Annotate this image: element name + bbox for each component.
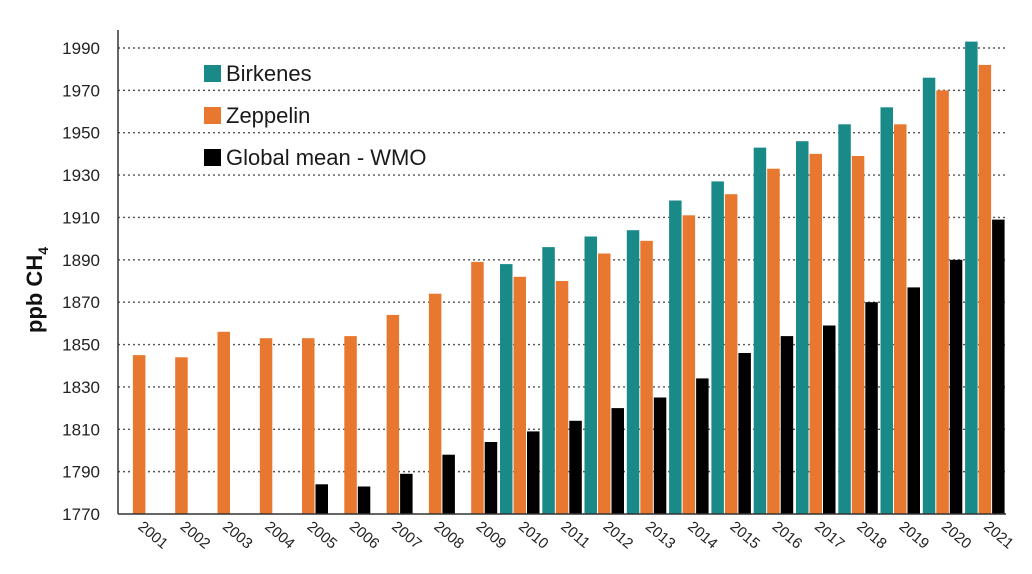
bar-zeppelin-2008 <box>428 293 442 514</box>
bar-global-mean-wmo-2005 <box>315 484 328 514</box>
legend-label: Birkenes <box>226 61 312 86</box>
y-tick-labels: 1770 1790 1810 1830 1850 1870 1890 1910 1930 1950… <box>62 39 100 524</box>
y-tick-label: 1770 <box>62 505 100 524</box>
bar-zeppelin-2003 <box>217 331 230 514</box>
bar-birkenes-2016 <box>753 147 767 514</box>
y-tick-label: 1870 <box>62 293 100 312</box>
legend-swatch <box>204 149 221 166</box>
x-tick-label: 2012 <box>600 518 636 552</box>
x-tick-label: 2017 <box>811 518 847 552</box>
bar-global-mean-wmo-2011 <box>569 420 582 514</box>
bar-zeppelin-2005 <box>302 338 315 514</box>
bar-birkenes-2020 <box>922 77 936 514</box>
bar-birkenes-2019 <box>880 107 893 515</box>
bar-birkenes-2014 <box>669 200 682 514</box>
bar-zeppelin-2009 <box>471 261 484 514</box>
bar-global-mean-wmo-2009 <box>484 442 498 514</box>
bar-global-mean-wmo-2006 <box>357 486 371 514</box>
bar-zeppelin-2019 <box>894 124 907 515</box>
bar-birkenes-2010 <box>500 264 513 514</box>
y-tick-label: 1930 <box>62 166 100 185</box>
x-tick-label: 2014 <box>684 518 720 552</box>
bar-zeppelin-2020 <box>936 90 949 515</box>
x-tick-label: 2009 <box>473 518 509 552</box>
y-tick-label: 1950 <box>62 124 100 143</box>
bar-birkenes-2021 <box>965 41 978 514</box>
y-axis-title: ppb CH4 <box>22 247 51 333</box>
y-tick-label: 1970 <box>62 81 100 100</box>
y-tick-label: 1850 <box>62 336 100 355</box>
x-tick-label: 2011 <box>557 518 593 552</box>
x-tick-label: 2015 <box>727 518 763 552</box>
bar-zeppelin-2021 <box>978 64 992 515</box>
bar-birkenes-2018 <box>838 124 851 515</box>
x-tick-label: 2002 <box>177 518 213 552</box>
bar-zeppelin-2002 <box>175 357 188 514</box>
x-tick-label: 2021 <box>980 518 1016 552</box>
x-tick-label: 2019 <box>896 518 932 552</box>
bar-birkenes-2013 <box>626 230 640 514</box>
bar-global-mean-wmo-2018 <box>865 302 878 514</box>
bar-zeppelin-2007 <box>386 314 400 514</box>
bar-zeppelin-2011 <box>555 281 569 514</box>
y-tick-label: 1810 <box>62 420 100 439</box>
x-tick-label: 2001 <box>135 518 171 552</box>
y-axis-title-subscript: 4 <box>35 247 51 255</box>
x-tick-label: 2013 <box>642 518 678 552</box>
bar-global-mean-wmo-2016 <box>780 336 794 514</box>
x-tick-label: 2005 <box>304 518 340 552</box>
bar-zeppelin-2016 <box>767 168 780 514</box>
bar-zeppelin-2013 <box>640 240 653 515</box>
x-tick-label: 2006 <box>346 518 382 552</box>
bar-zeppelin-2004 <box>259 338 273 514</box>
bar-zeppelin-2012 <box>598 253 611 514</box>
y-axis-title-main: ppb CH <box>22 255 47 333</box>
x-tick-label: 2010 <box>515 518 551 552</box>
bar-zeppelin-2017 <box>809 153 822 514</box>
x-tick-label: 2020 <box>938 518 974 552</box>
x-tick-label: 2007 <box>388 518 424 552</box>
bar-birkenes-2017 <box>796 141 809 514</box>
legend: Birkenes Zeppelin Global mean - WMO <box>204 61 427 170</box>
legend-label: Zeppelin <box>226 103 310 128</box>
x-tick-label: 2003 <box>219 518 255 552</box>
bar-zeppelin-2015 <box>724 194 738 514</box>
bar-global-mean-wmo-2008 <box>442 454 455 514</box>
bar-zeppelin-2018 <box>851 156 865 514</box>
x-tick-label: 2018 <box>853 518 889 552</box>
bars <box>132 41 1005 515</box>
bar-global-mean-wmo-2020 <box>949 259 963 514</box>
legend-swatch <box>204 65 221 82</box>
axes <box>117 30 1006 515</box>
x-tick-label: 2016 <box>769 518 805 552</box>
y-tick-label: 1790 <box>62 463 100 482</box>
bar-global-mean-wmo-2017 <box>823 325 836 514</box>
bar-global-mean-wmo-2019 <box>907 287 920 514</box>
y-tick-label: 1890 <box>62 251 100 270</box>
bar-global-mean-wmo-2013 <box>653 397 667 514</box>
bar-global-mean-wmo-2010 <box>527 431 540 514</box>
x-tick-label: 2004 <box>261 518 297 552</box>
bar-zeppelin-2001 <box>132 355 146 514</box>
bar-global-mean-wmo-2012 <box>611 408 624 514</box>
bar-zeppelin-2014 <box>682 215 696 515</box>
bar-global-mean-wmo-2021 <box>992 219 1005 514</box>
legend-label: Global mean - WMO <box>226 145 427 170</box>
x-tick-label: 2008 <box>431 518 467 552</box>
bar-birkenes-2012 <box>584 236 597 514</box>
y-tick-label: 1990 <box>62 39 100 58</box>
bar-global-mean-wmo-2007 <box>400 473 413 514</box>
y-tick-label: 1910 <box>62 208 100 227</box>
bar-global-mean-wmo-2015 <box>738 353 751 514</box>
bar-birkenes-2011 <box>542 247 555 514</box>
bar-birkenes-2015 <box>711 181 724 514</box>
bar-zeppelin-2006 <box>344 336 357 514</box>
y-tick-label: 1830 <box>62 378 100 397</box>
bar-global-mean-wmo-2014 <box>696 378 709 514</box>
x-tick-labels: 2001 2002 2003 2004 2005 2006 2007 2008 2009 2010… <box>135 518 1017 552</box>
legend-swatch <box>204 107 221 124</box>
bar-zeppelin-2010 <box>513 276 526 514</box>
